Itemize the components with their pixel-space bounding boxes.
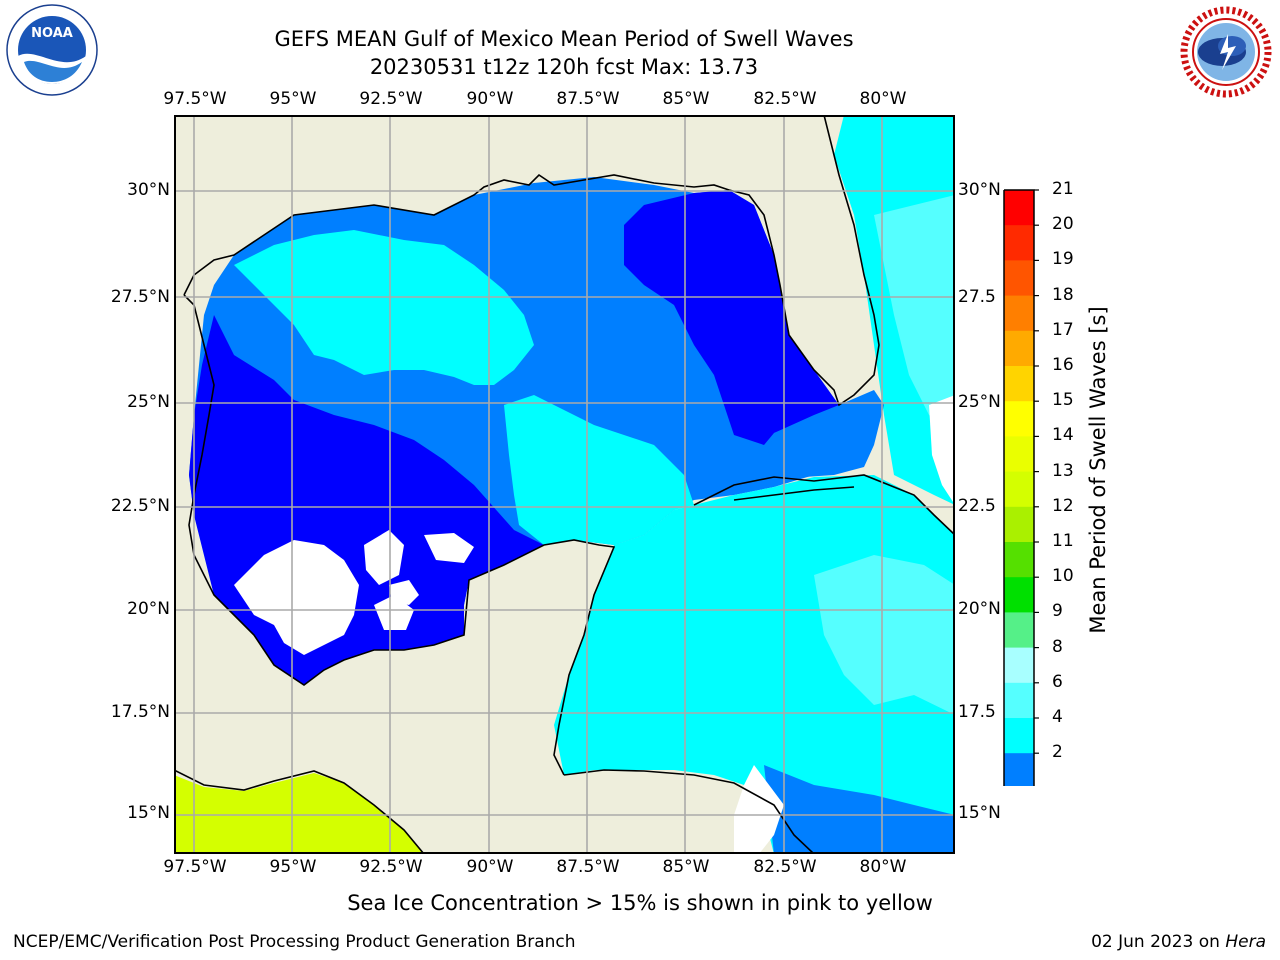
colorbar-segment — [1004, 295, 1034, 332]
lat-label-right: 30°N — [958, 180, 1001, 200]
colorbar-segment — [1004, 366, 1034, 402]
colorbar — [1003, 189, 1039, 786]
lon-label-top: 87.5°W — [556, 89, 620, 109]
lon-label-bottom: 92.5°W — [359, 857, 423, 877]
lon-label-top: 80°W — [859, 89, 907, 109]
lon-label-top: 90°W — [466, 89, 514, 109]
lon-label-bottom: 85°W — [662, 857, 710, 877]
colorbar-segment — [1004, 647, 1034, 684]
colorbar-tick-label: 21 — [1052, 179, 1074, 199]
lon-label-bottom: 97.5°W — [163, 857, 227, 877]
colorbar-segment — [1004, 577, 1034, 613]
colorbar-segment — [1004, 718, 1034, 754]
noaa-logo-text: NOAA — [31, 26, 73, 41]
map-subtitle: 20230531 t12z 120h fcst Max: 13.73 — [369, 55, 759, 79]
colorbar-tick-label: 20 — [1052, 214, 1074, 235]
colorbar-segment — [1004, 225, 1034, 261]
lat-label-left: 20°N — [127, 599, 170, 619]
colorbar-segment — [1004, 436, 1034, 473]
colorbar-segment — [1004, 753, 1034, 786]
lat-label-left: 27.5°N — [110, 287, 170, 307]
caribbean-white-south — [734, 765, 784, 854]
colorbar-tick-label: 12 — [1052, 495, 1074, 516]
colorbar-segment — [1004, 612, 1034, 649]
colorbar-title: Mean Period of Swell Waves [s] — [1086, 306, 1110, 634]
lat-label-right: 20°N — [958, 599, 1001, 619]
colorbar-tick-label: 8 — [1052, 636, 1063, 657]
colorbar-tick-label: 16 — [1052, 355, 1074, 375]
atlantic-swell-6-8 — [874, 195, 955, 435]
colorbar-tick-label: 6 — [1052, 671, 1063, 692]
colorbar-tick-label: 15 — [1052, 390, 1074, 411]
colorbar-segment — [1004, 471, 1034, 508]
gulf-swell-4-6-north — [234, 230, 534, 385]
nws-logo — [1180, 6, 1272, 98]
lat-label-left: 30°N — [127, 180, 170, 200]
lon-label-bottom: 90°W — [466, 857, 514, 877]
sea-ice-note: Sea Ice Concentration > 15% is shown in … — [347, 891, 933, 915]
colorbar-segment — [1004, 542, 1034, 578]
lat-label-left: 25°N — [127, 392, 170, 412]
lat-label-right: 15°N — [958, 803, 1001, 823]
lon-label-top: 92.5°W — [359, 89, 423, 109]
lat-label-right: 17.5 — [958, 702, 996, 722]
noaa-logo: NOAA — [6, 4, 98, 96]
colorbar-tick-label: 2 — [1052, 742, 1063, 763]
colorbar-segment — [1004, 260, 1034, 297]
lat-label-right: 27.5 — [958, 287, 996, 307]
pacific-swell-high — [174, 773, 424, 854]
campeche-blank-c — [424, 533, 474, 563]
lat-label-left: 15°N — [127, 803, 170, 823]
lat-label-right: 25°N — [958, 392, 1001, 412]
colorbar-segment — [1004, 190, 1034, 226]
lon-label-bottom: 87.5°W — [556, 857, 620, 877]
colorbar-segment — [1004, 506, 1034, 543]
lon-label-top: 97.5°W — [163, 89, 227, 109]
gridlines — [174, 115, 955, 854]
campeche-blank-a — [234, 540, 359, 655]
campeche-blank-b — [364, 530, 404, 585]
campeche-blank-e — [389, 580, 419, 605]
gulf-of-mexico-map — [174, 115, 955, 854]
colorbar-tick-label: 11 — [1052, 531, 1074, 551]
gulf-swell-under-2-east — [624, 190, 839, 445]
florida-straits-swell-2-4 — [764, 390, 884, 480]
lat-label-right: 22.5 — [958, 496, 996, 516]
colorbar-segment — [1004, 330, 1034, 367]
lat-label-left: 17.5°N — [110, 702, 170, 722]
footer-date: 02 Jun 2023 on Hera — [1091, 932, 1266, 952]
lon-label-top: 95°W — [269, 89, 317, 109]
colorbar-tick-label: 14 — [1052, 425, 1074, 446]
lon-label-top: 82.5°W — [753, 89, 817, 109]
lat-label-left: 22.5°N — [110, 496, 170, 516]
map-title: GEFS MEAN Gulf of Mexico Mean Period of … — [274, 27, 854, 51]
lon-label-bottom: 95°W — [269, 857, 317, 877]
lon-label-bottom: 82.5°W — [753, 857, 817, 877]
caribbean-swell-2-4-south — [764, 765, 955, 854]
lon-label-top: 85°W — [662, 89, 710, 109]
footer-credit: NCEP/EMC/Verification Post Processing Pr… — [13, 932, 576, 952]
colorbar-tick-label: 13 — [1052, 460, 1074, 481]
footer-date-text: 02 Jun 2023 on — [1091, 932, 1226, 952]
colorbar-tick-label: 19 — [1052, 249, 1074, 270]
colorbar-segment — [1004, 682, 1034, 719]
map-frame — [174, 115, 955, 854]
colorbar-tick-label: 4 — [1052, 707, 1063, 727]
colorbar-tick-label: 10 — [1052, 566, 1074, 587]
colorbar-segment — [1004, 401, 1034, 437]
colorbar-tick-label: 17 — [1052, 319, 1074, 340]
caribbean-swell-6-8 — [814, 555, 955, 715]
atlantic-white — [929, 395, 955, 505]
footer-machine: Hera — [1225, 932, 1266, 952]
lon-label-bottom: 80°W — [859, 857, 907, 877]
colorbar-tick-label: 18 — [1052, 284, 1074, 305]
colorbar-tick-label: 9 — [1052, 601, 1063, 622]
coastlines — [174, 115, 955, 854]
